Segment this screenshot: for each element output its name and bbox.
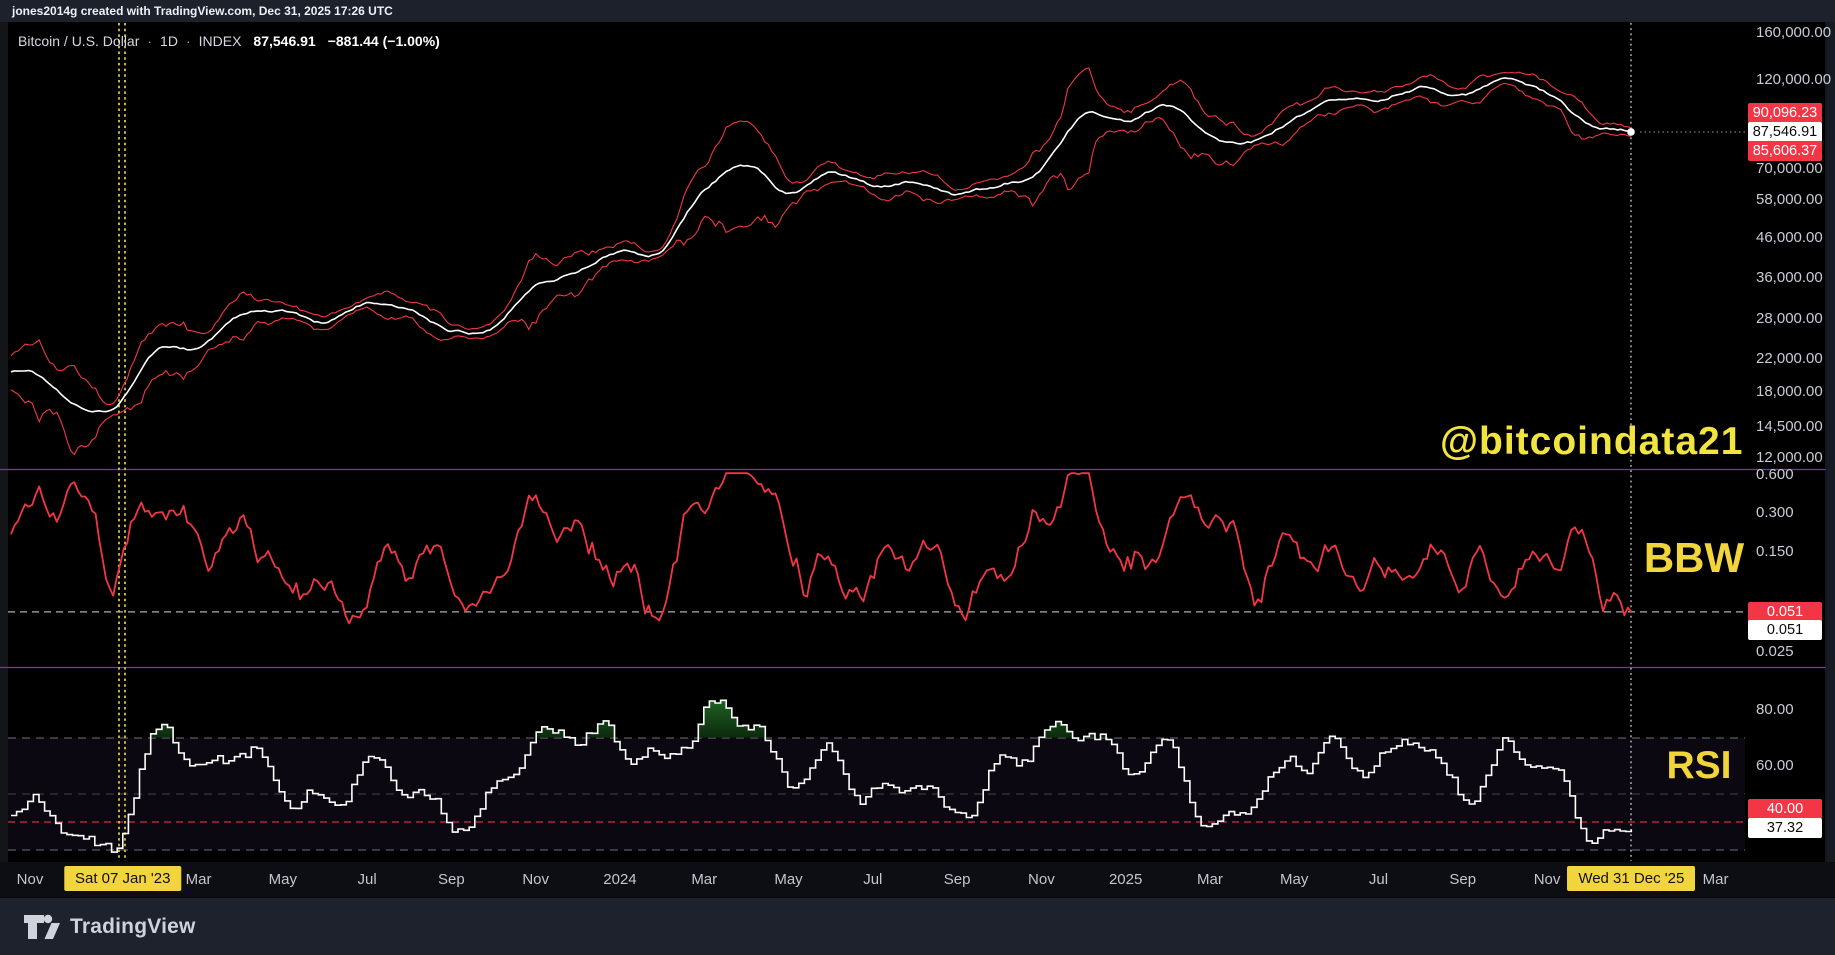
price-tick: 14,500.00 <box>1756 418 1823 435</box>
time-scale[interactable]: Nov Sat 07 Jan '23 Mar May Jul Sep Nov 2024 Mar M… <box>0 862 1835 897</box>
time-tick: May <box>1280 871 1309 888</box>
bbw-tick: 0.025 <box>1756 642 1794 660</box>
bbw-tick: 0.600 <box>1756 466 1794 483</box>
price-tick: 12,000.00 <box>1756 449 1823 467</box>
bollinger-upper-line <box>10 67 1632 405</box>
price-line <box>10 77 1632 413</box>
attribution-bar: jones2014g created with TradingView.com,… <box>0 0 1835 22</box>
time-tick: 2024 <box>603 871 637 888</box>
time-tick: May <box>774 871 803 888</box>
bbw-line <box>10 472 1632 625</box>
time-tick: Jul <box>1368 871 1389 888</box>
footer-bar: TradingView <box>0 897 1835 955</box>
rsi-tick: 80.00 <box>1756 701 1794 718</box>
current-rsi-label: 37.32 <box>1748 818 1822 838</box>
legend-separator: · <box>185 33 191 49</box>
symbol-name[interactable]: Bitcoin / U.S. Dollar <box>18 33 140 49</box>
price-tick: 36,000.00 <box>1756 268 1823 286</box>
bbw-tick: 0.150 <box>1756 542 1794 560</box>
highlighted-date-label: Sat 07 Jan '23 <box>63 866 182 891</box>
rsi-overbought-green-fill <box>150 700 1336 738</box>
price-tick: 58,000.00 <box>1756 190 1823 208</box>
watermark-handle: @bitcoindata21 <box>1440 420 1744 463</box>
time-tick: Nov <box>522 871 550 888</box>
alert-level-label: 40.00 <box>1748 799 1822 819</box>
time-tick: Mar <box>185 871 212 888</box>
time-tick: Nov <box>1028 871 1055 888</box>
price-scale[interactable]: 160,000.00 120,000.00 70,000.00 58,000.00 46… <box>1745 22 1835 862</box>
time-tick: Sep <box>1449 871 1477 888</box>
highlighted-date-label: Wed 31 Dec '25 <box>1567 866 1696 891</box>
time-tick: Nov <box>1533 871 1561 888</box>
time-tick: Sep <box>438 871 465 888</box>
tradingview-logo-icon[interactable] <box>24 914 60 940</box>
price-tick: 120,000.00 <box>1756 71 1832 89</box>
last-price-label: 87,546.91 <box>1748 122 1822 142</box>
rsi-pane-title: RSI <box>1666 744 1732 787</box>
bollinger-upper-label: 90,096.23 <box>1748 103 1822 123</box>
symbol-legend[interactable]: Bitcoin / U.S. Dollar · 1D · INDEX 87,54… <box>18 33 440 49</box>
time-tick: Nov <box>16 871 44 888</box>
interval-label[interactable]: 1D <box>160 33 178 49</box>
last-price-value: 87,546.91 <box>253 33 316 49</box>
price-tick: 160,000.00 <box>1756 24 1832 41</box>
rsi-line <box>11 699 1633 853</box>
price-tick: 28,000.00 <box>1756 310 1823 328</box>
price-change-value: −881.44 (−1.00%) <box>327 33 440 49</box>
time-tick: Jul <box>357 871 377 888</box>
time-tick: Sep <box>943 871 971 888</box>
current-bbw-label: 0.051 <box>1748 602 1822 622</box>
bbw-tick: 0.300 <box>1756 504 1794 522</box>
bollinger-lower-line <box>10 82 1632 456</box>
attribution-text: jones2014g created with TradingView.com,… <box>12 4 393 18</box>
price-tick: 18,000.00 <box>1756 382 1823 400</box>
price-tick: 70,000.00 <box>1756 159 1823 177</box>
level-line-label: 0.051 <box>1748 620 1822 640</box>
rsi-tick: 60.00 <box>1756 757 1794 774</box>
right-edge-strip <box>1827 22 1835 897</box>
price-tick: 22,000.00 <box>1756 349 1823 367</box>
time-tick: 2025 <box>1108 871 1143 888</box>
left-edge-strip <box>0 22 8 862</box>
price-tick: 46,000.00 <box>1756 228 1823 246</box>
last-price-dot <box>1627 128 1635 136</box>
time-tick: Mar <box>1196 871 1223 888</box>
exchange-label: INDEX <box>198 33 242 49</box>
time-tick: Mar <box>691 871 718 888</box>
bbw-pane-title: BBW <box>1643 534 1745 581</box>
legend-separator: · <box>147 33 153 49</box>
time-tick: Mar <box>1702 871 1729 888</box>
tradingview-brand-text[interactable]: TradingView <box>70 914 196 938</box>
time-tick: Jul <box>863 871 883 888</box>
bollinger-lower-label: 85,606.37 <box>1748 141 1822 161</box>
rsi-band-background <box>8 738 1745 850</box>
time-tick: May <box>268 871 297 888</box>
